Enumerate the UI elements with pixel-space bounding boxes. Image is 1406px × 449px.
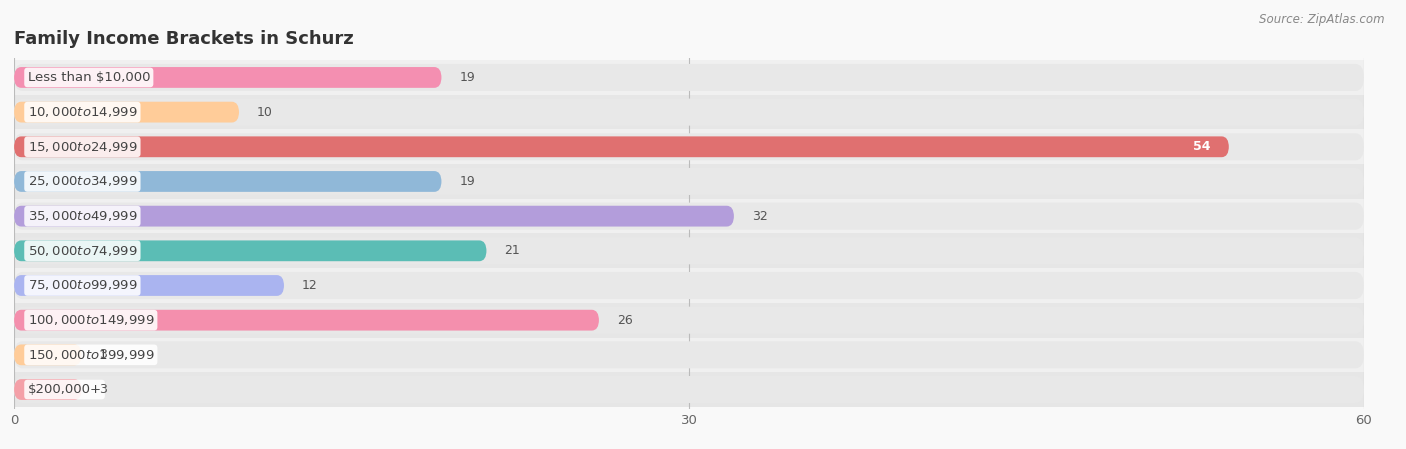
Text: Family Income Brackets in Schurz: Family Income Brackets in Schurz bbox=[14, 31, 354, 48]
FancyBboxPatch shape bbox=[14, 275, 284, 296]
Text: 54: 54 bbox=[1194, 140, 1211, 153]
FancyBboxPatch shape bbox=[14, 133, 1364, 160]
FancyBboxPatch shape bbox=[14, 102, 239, 123]
Text: 3: 3 bbox=[100, 348, 107, 361]
Bar bbox=[14, 372, 1364, 407]
Text: Less than $10,000: Less than $10,000 bbox=[28, 71, 150, 84]
Text: $200,000+: $200,000+ bbox=[28, 383, 101, 396]
Text: $50,000 to $74,999: $50,000 to $74,999 bbox=[28, 244, 138, 258]
FancyBboxPatch shape bbox=[14, 341, 1364, 368]
FancyBboxPatch shape bbox=[14, 310, 599, 330]
FancyBboxPatch shape bbox=[14, 272, 1364, 299]
Text: $75,000 to $99,999: $75,000 to $99,999 bbox=[28, 278, 138, 292]
Text: $150,000 to $199,999: $150,000 to $199,999 bbox=[28, 348, 155, 362]
FancyBboxPatch shape bbox=[14, 67, 441, 88]
Text: $35,000 to $49,999: $35,000 to $49,999 bbox=[28, 209, 138, 223]
Text: $15,000 to $24,999: $15,000 to $24,999 bbox=[28, 140, 138, 154]
Bar bbox=[14, 95, 1364, 129]
FancyBboxPatch shape bbox=[14, 168, 1364, 195]
FancyBboxPatch shape bbox=[14, 344, 82, 365]
FancyBboxPatch shape bbox=[14, 376, 1364, 403]
Text: 32: 32 bbox=[752, 210, 768, 223]
Text: 12: 12 bbox=[302, 279, 318, 292]
Text: $100,000 to $149,999: $100,000 to $149,999 bbox=[28, 313, 155, 327]
Text: 21: 21 bbox=[505, 244, 520, 257]
Bar bbox=[14, 233, 1364, 268]
Text: 3: 3 bbox=[100, 383, 107, 396]
FancyBboxPatch shape bbox=[14, 171, 441, 192]
Bar bbox=[14, 199, 1364, 233]
FancyBboxPatch shape bbox=[14, 64, 1364, 91]
FancyBboxPatch shape bbox=[14, 237, 1364, 264]
FancyBboxPatch shape bbox=[14, 379, 82, 400]
Bar bbox=[14, 268, 1364, 303]
FancyBboxPatch shape bbox=[14, 307, 1364, 334]
FancyBboxPatch shape bbox=[14, 206, 734, 227]
FancyBboxPatch shape bbox=[14, 99, 1364, 126]
Text: Source: ZipAtlas.com: Source: ZipAtlas.com bbox=[1260, 13, 1385, 26]
Text: 10: 10 bbox=[257, 106, 273, 119]
FancyBboxPatch shape bbox=[14, 136, 1229, 157]
Text: $25,000 to $34,999: $25,000 to $34,999 bbox=[28, 175, 138, 189]
Bar bbox=[14, 164, 1364, 199]
Bar bbox=[14, 60, 1364, 95]
Text: 19: 19 bbox=[460, 175, 475, 188]
Text: 19: 19 bbox=[460, 71, 475, 84]
Bar bbox=[14, 129, 1364, 164]
Text: $10,000 to $14,999: $10,000 to $14,999 bbox=[28, 105, 138, 119]
FancyBboxPatch shape bbox=[14, 240, 486, 261]
FancyBboxPatch shape bbox=[14, 202, 1364, 230]
Bar bbox=[14, 303, 1364, 338]
Text: 26: 26 bbox=[617, 314, 633, 327]
Bar bbox=[14, 338, 1364, 372]
